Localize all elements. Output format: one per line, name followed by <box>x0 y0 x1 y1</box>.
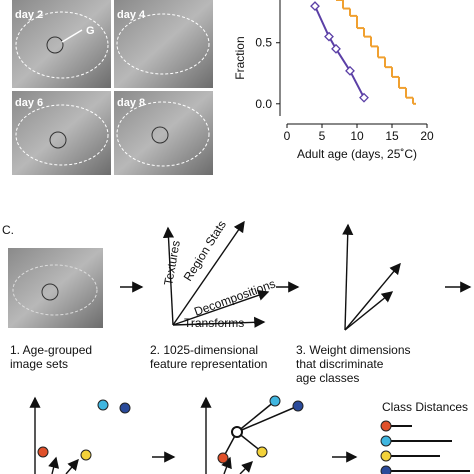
shape-circle <box>151 126 169 144</box>
shape-circle <box>292 400 304 412</box>
survival-chart: 0.0 0.5 0 5 10 15 20 Fraction Adult age (days, 2… <box>233 0 434 161</box>
shape-line <box>236 405 299 433</box>
shape-circle <box>46 36 64 54</box>
shape-circle <box>49 131 67 149</box>
diamond-marker <box>345 65 355 76</box>
shape-circle <box>80 449 92 461</box>
label: 1. Age-grouped <box>10 343 92 357</box>
x-tick-label: 0 <box>284 129 291 143</box>
label: G <box>86 25 95 37</box>
shape-circle <box>41 283 59 301</box>
pipeline: C. Textures Region Stats Decompositions … <box>2 218 472 474</box>
label: 3. Weight dimensions <box>296 343 411 357</box>
shape-line <box>344 291 394 331</box>
micrographs: day 2 day 4 day 6 day 8 G <box>12 0 213 175</box>
shape-circle <box>380 450 392 462</box>
shape-line <box>344 262 401 331</box>
shape-line <box>172 316 266 328</box>
shape-line <box>61 29 83 43</box>
label: age classes <box>296 371 359 385</box>
shape-circle <box>380 435 392 447</box>
label: day 6 <box>15 97 43 109</box>
label: feature representation <box>150 357 267 371</box>
label: Decompositions <box>192 276 277 318</box>
y-tick-label: 0.0 <box>255 97 272 111</box>
shape-ellipse <box>15 11 109 79</box>
label: Transforms <box>184 316 244 330</box>
x-tick-label: 15 <box>385 129 399 143</box>
diamond-marker <box>331 43 341 54</box>
shape-line <box>162 226 175 326</box>
y-axis-label: Fraction <box>233 36 247 79</box>
diamond-marker <box>359 92 369 103</box>
diamond-marker <box>324 31 334 42</box>
label: day 8 <box>117 97 145 109</box>
shape-line <box>221 456 232 474</box>
shape-circle <box>217 452 229 464</box>
label: Textures <box>161 239 183 286</box>
label: day 2 <box>15 9 43 21</box>
shape-circle <box>380 465 392 474</box>
x-tick-label: 20 <box>420 129 434 143</box>
shape-g <box>386 425 470 472</box>
label: 2. 1025-dimensional <box>150 343 258 357</box>
shape-line <box>239 461 253 474</box>
x-tick-label: 10 <box>350 129 364 143</box>
x-axis-label: Adult age (days, 25˚C) <box>297 147 417 161</box>
shape-rect <box>12 0 111 88</box>
shape-rect <box>114 91 213 175</box>
shape-rect <box>114 0 213 88</box>
shape-circle <box>231 426 243 438</box>
shape-rect <box>8 248 103 328</box>
label: Class Distances <box>382 400 468 414</box>
diamond-marker <box>310 1 320 12</box>
shape-circle <box>37 446 49 458</box>
label: C. <box>2 223 14 237</box>
shape-ellipse <box>116 101 210 167</box>
label: that discriminate <box>296 357 384 371</box>
shape-ellipse <box>15 104 109 166</box>
shape-circle <box>269 395 281 407</box>
shape-line <box>172 220 245 326</box>
label: day 4 <box>117 9 146 21</box>
x-tick-label: 5 <box>319 129 326 143</box>
shape-circle <box>119 402 131 414</box>
shape-ellipse <box>12 264 98 316</box>
y-tick-label: 0.5 <box>255 36 272 50</box>
label: Region Stats <box>181 218 229 284</box>
shape-line <box>65 458 79 474</box>
shape-circle <box>97 399 109 411</box>
label: image sets <box>10 357 68 371</box>
shape-ellipse <box>116 13 210 75</box>
shape-circle <box>380 420 392 432</box>
shape-line <box>342 223 354 331</box>
shape-circle <box>256 446 268 458</box>
shape-line <box>172 289 270 326</box>
shape-line <box>236 400 276 433</box>
shape-line <box>48 456 60 474</box>
